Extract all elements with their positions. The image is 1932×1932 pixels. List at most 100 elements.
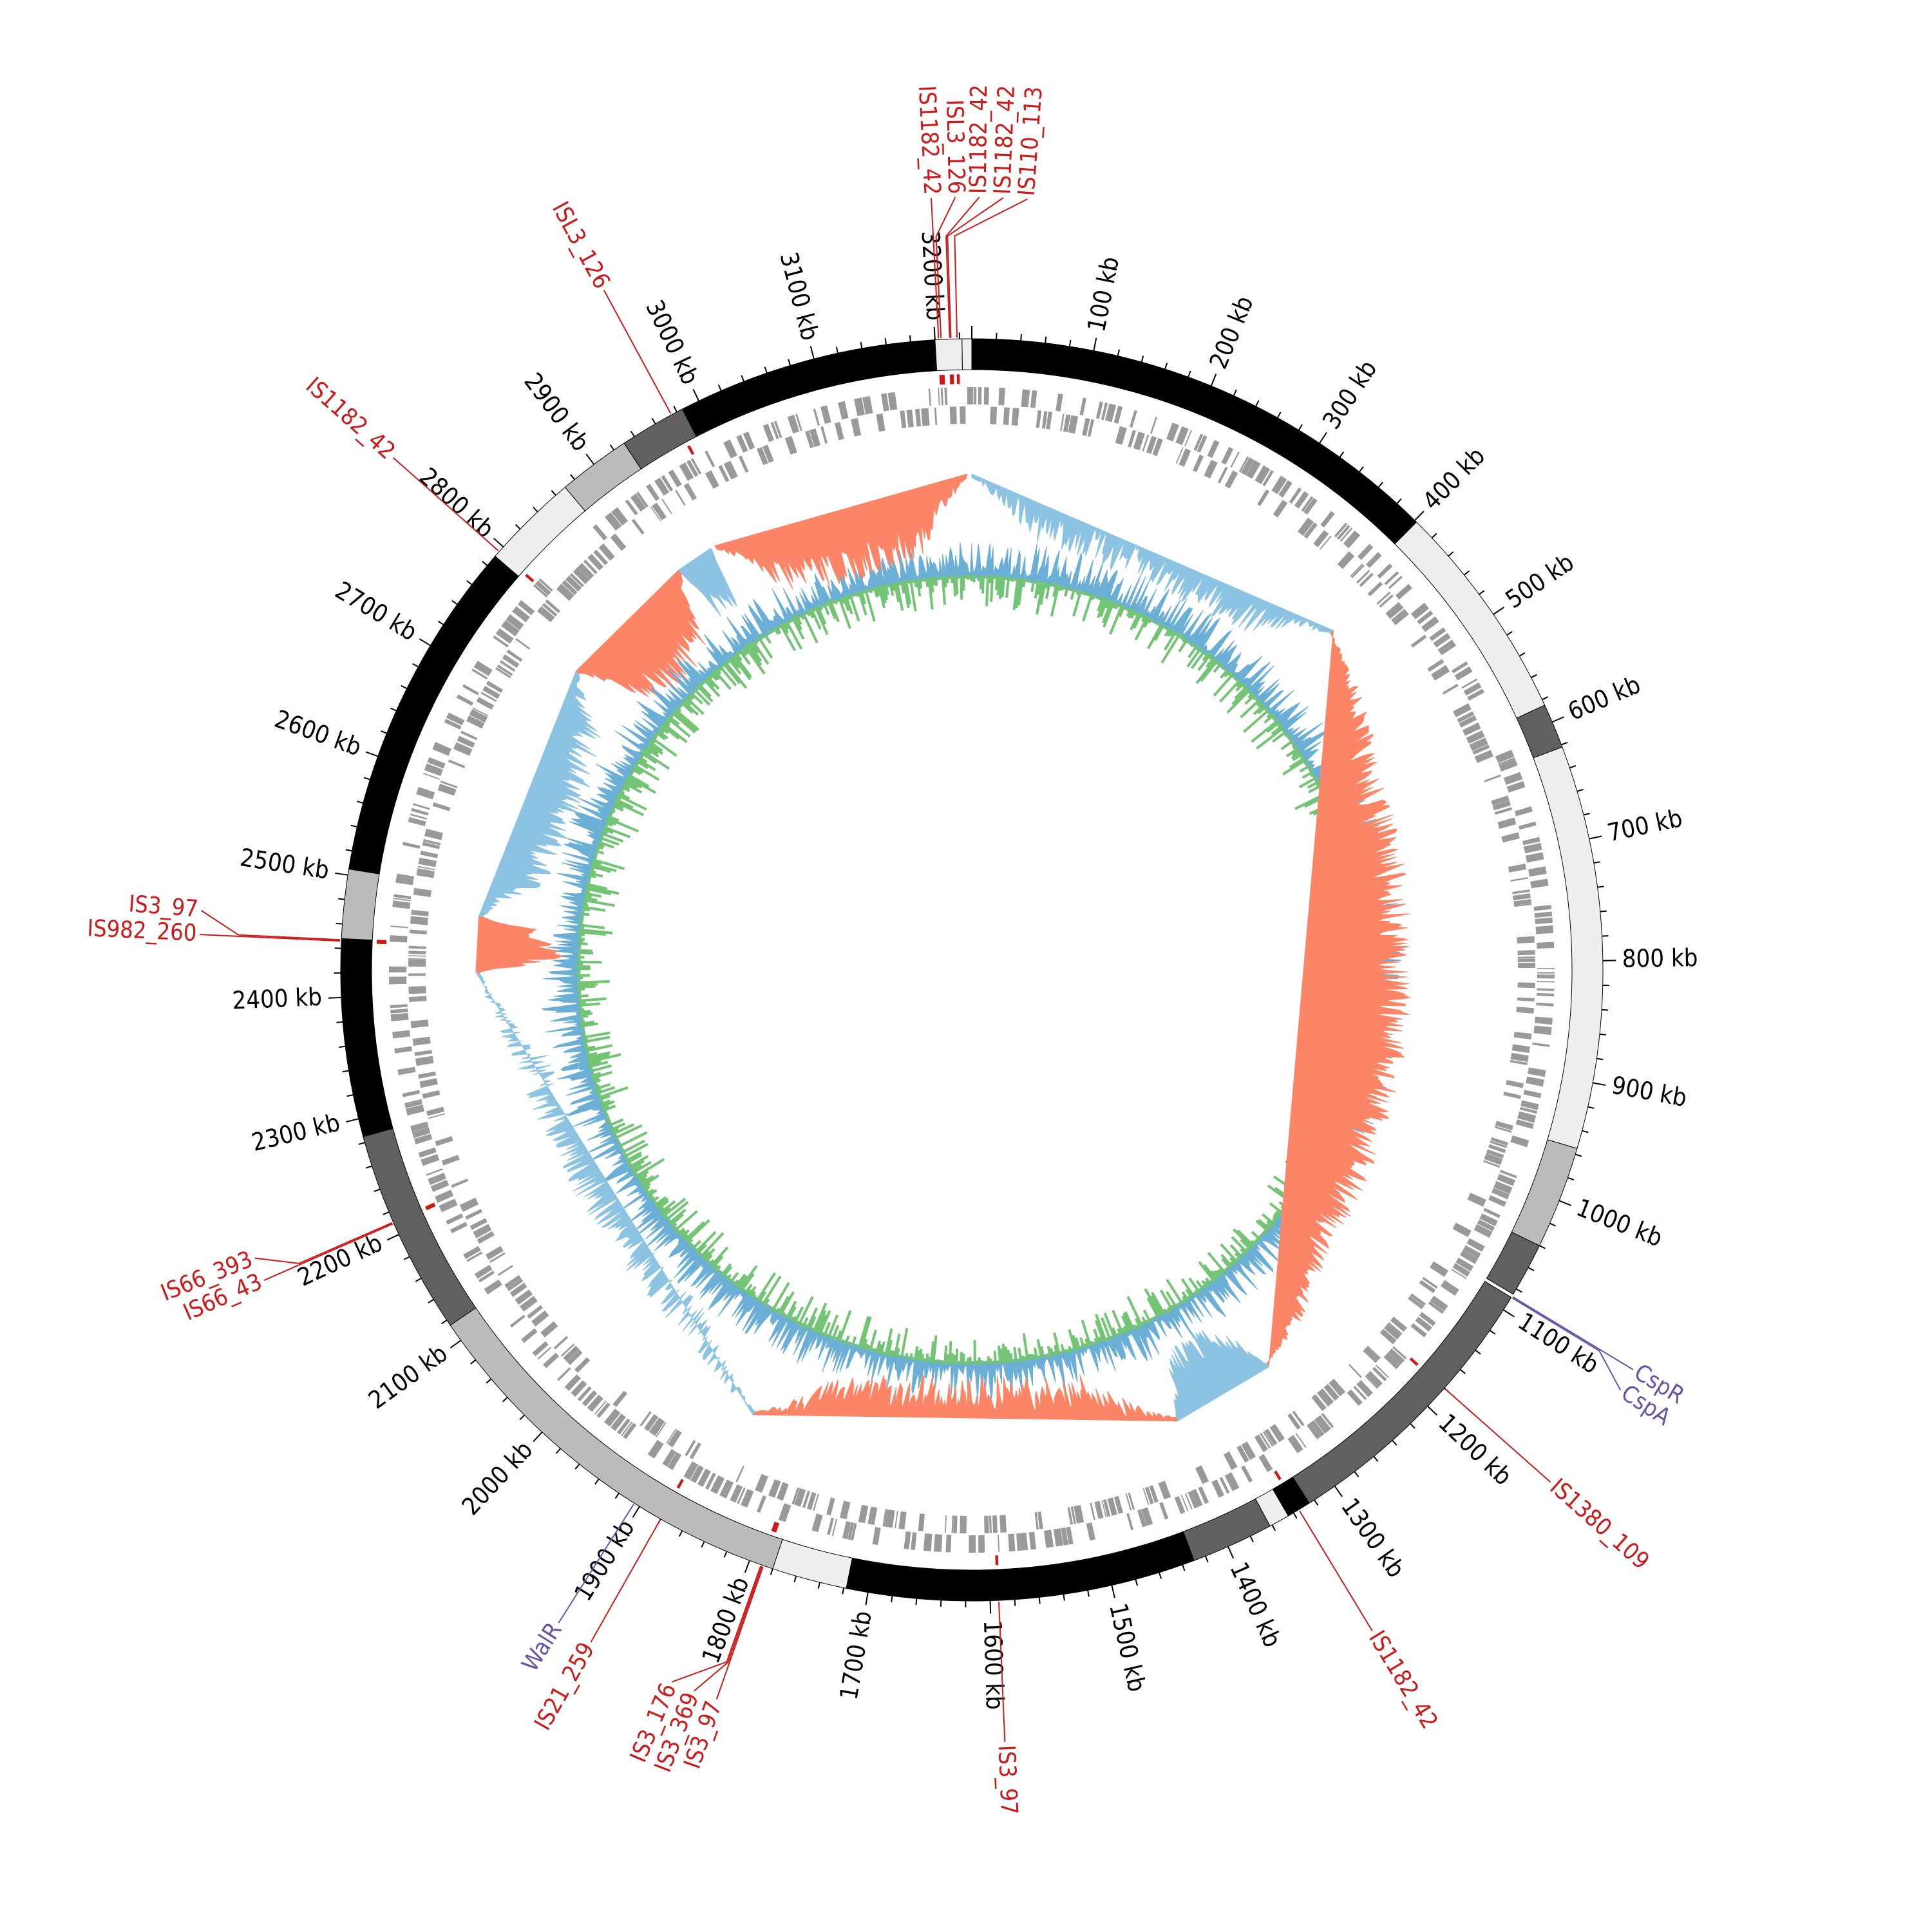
gene-feature xyxy=(1517,950,1535,956)
gene-feature xyxy=(617,1418,630,1435)
gene-feature xyxy=(842,1521,851,1540)
skew-negative-region xyxy=(678,547,737,617)
gene-feature xyxy=(592,524,608,541)
gene-feature xyxy=(778,1503,791,1522)
major-tick xyxy=(386,1234,399,1241)
gene-feature xyxy=(1273,500,1288,518)
gene-feature xyxy=(1133,431,1145,451)
gene-feature xyxy=(531,1310,549,1327)
mobile-element-connector xyxy=(392,457,499,551)
tick-label: 2800 kb xyxy=(414,462,500,544)
minor-tick xyxy=(1392,1439,1397,1446)
gene-feature xyxy=(444,719,462,730)
gene-feature xyxy=(402,842,421,849)
gene-feature xyxy=(756,447,768,466)
minor-tick xyxy=(764,366,768,374)
gene-feature xyxy=(723,439,737,459)
gene-feature xyxy=(1477,1219,1495,1232)
mobile-element-marker xyxy=(1274,1470,1282,1481)
minor-tick xyxy=(717,384,722,392)
gene-feature xyxy=(1060,413,1065,431)
gene-feature xyxy=(535,580,551,596)
tick-label: 2300 kb xyxy=(249,1108,343,1157)
tick-label: 1700 kb xyxy=(835,1609,877,1702)
gene-feature xyxy=(587,1394,603,1412)
gene-feature xyxy=(1460,1250,1478,1264)
skew-negative-region xyxy=(971,473,1334,634)
gene-feature xyxy=(945,1515,947,1533)
gene-feature xyxy=(1037,1511,1043,1530)
gene-feature xyxy=(1159,1502,1169,1520)
major-tick xyxy=(1334,1486,1343,1497)
gene-feature xyxy=(1184,430,1192,447)
gene-feature xyxy=(1224,470,1238,489)
gene-feature xyxy=(1372,1367,1387,1381)
gene-feature xyxy=(1323,1383,1340,1401)
minor-tick xyxy=(1575,1153,1582,1157)
gene-feature xyxy=(1311,1394,1327,1412)
gene-feature xyxy=(1184,1493,1193,1510)
gene-feature xyxy=(644,1414,659,1432)
major-tick xyxy=(493,538,504,548)
minor-tick xyxy=(1271,1524,1276,1531)
major-tick xyxy=(1427,1405,1438,1416)
major-tick xyxy=(1111,1585,1115,1598)
gene-feature xyxy=(989,1515,992,1533)
gene-feature xyxy=(512,606,530,623)
gene-feature xyxy=(495,667,511,679)
gene-feature xyxy=(421,1153,440,1166)
minor-tick xyxy=(1339,451,1345,458)
gene-feature xyxy=(557,1367,571,1381)
gene-feature xyxy=(562,580,578,596)
gene-feature xyxy=(820,405,831,424)
gene-feature xyxy=(1137,1509,1147,1528)
gene-feature xyxy=(1152,438,1163,457)
gene-feature xyxy=(1046,412,1052,430)
gene-feature xyxy=(1356,569,1370,584)
mobile-element-label: IS1182_42 xyxy=(301,372,400,464)
minor-tick xyxy=(860,341,863,349)
tick-label: 3100 kb xyxy=(775,249,824,343)
major-tick xyxy=(1414,511,1425,521)
gene-feature xyxy=(495,628,514,644)
gene-feature xyxy=(435,1189,454,1203)
ideogram-band xyxy=(961,338,972,370)
major-tick xyxy=(365,751,379,757)
gene-feature xyxy=(705,1472,716,1490)
gene-feature xyxy=(667,1429,682,1448)
mobile-element-marker xyxy=(425,1202,435,1209)
gene-feature xyxy=(390,935,408,943)
gene-feature xyxy=(1459,715,1477,728)
gene-feature xyxy=(806,1492,817,1510)
minor-tick xyxy=(482,560,488,566)
gene-feature xyxy=(1125,1493,1132,1511)
gene-feature xyxy=(1506,1079,1524,1088)
gene-feature xyxy=(1217,466,1228,484)
gene-feature xyxy=(415,1056,434,1066)
mobile-element-connector xyxy=(694,1566,762,1692)
major-tick xyxy=(933,327,936,340)
gene-feature xyxy=(441,1155,460,1166)
minor-tick xyxy=(336,922,343,925)
minor-tick xyxy=(1354,1471,1359,1477)
gene-feature xyxy=(1488,1195,1507,1207)
minor-tick xyxy=(1117,349,1120,356)
gene-feature xyxy=(1303,522,1318,539)
minor-tick xyxy=(741,375,744,382)
gene-feature xyxy=(1535,917,1553,925)
gene-feature xyxy=(723,460,738,480)
gene-feature xyxy=(577,1386,592,1401)
mobile-element-marker xyxy=(956,374,960,384)
mobile-element-connector xyxy=(998,1602,1006,1742)
minor-tick xyxy=(466,580,473,585)
minor-tick xyxy=(1135,1579,1138,1586)
gene-feature xyxy=(661,498,672,515)
gene-feature xyxy=(564,1374,581,1391)
gene-feature xyxy=(686,459,699,477)
gene-feature xyxy=(402,1090,421,1097)
gene-feature xyxy=(456,694,474,706)
gene-feature xyxy=(448,759,466,768)
gene-feature xyxy=(533,584,548,598)
minor-tick xyxy=(380,730,387,734)
minor-tick xyxy=(555,1448,561,1454)
